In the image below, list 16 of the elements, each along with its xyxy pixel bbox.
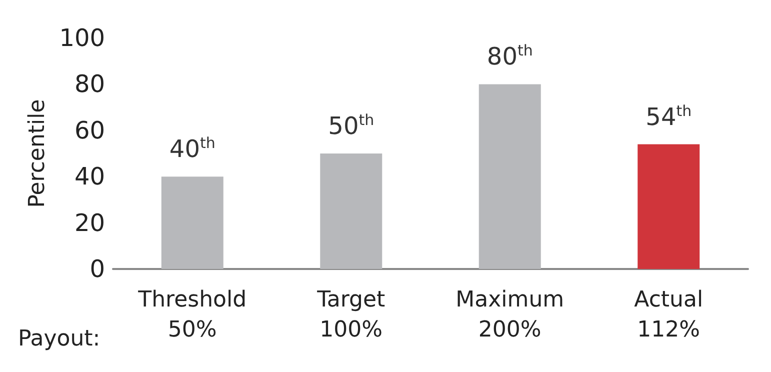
bar bbox=[478, 84, 541, 269]
text: Payout: bbox=[18, 326, 100, 352]
y-axis-title: Percentile bbox=[24, 99, 50, 208]
y-tick-label: 20 bbox=[74, 208, 105, 237]
y-tick-label: 0 bbox=[90, 255, 105, 283]
bar bbox=[638, 144, 700, 269]
x-tick-label: Actual 112% bbox=[634, 288, 704, 342]
x-tick-label: Target 100% bbox=[316, 288, 386, 342]
x-tick-label: Threshold 50% bbox=[137, 288, 247, 342]
bar bbox=[161, 176, 224, 269]
y-tick-label: 40 bbox=[74, 162, 105, 191]
x-tick-label: Maximum 200% bbox=[456, 288, 564, 342]
y-tick-label: 80 bbox=[74, 70, 105, 98]
y-tick-label: 60 bbox=[74, 116, 105, 144]
y-tick-label: 100 bbox=[59, 24, 105, 52]
bar bbox=[320, 154, 382, 269]
